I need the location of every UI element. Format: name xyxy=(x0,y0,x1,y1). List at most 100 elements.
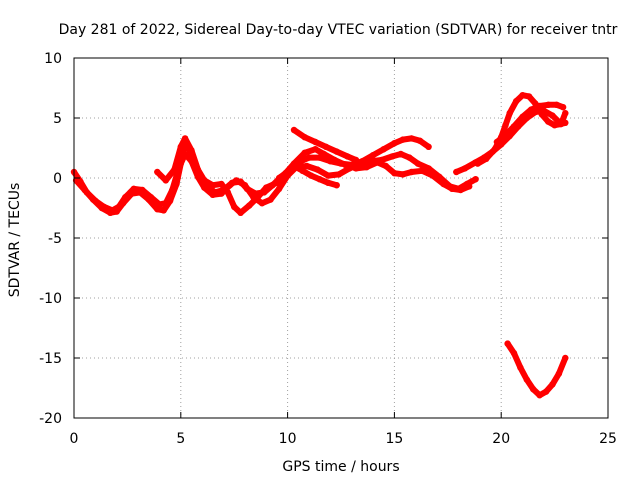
data-point xyxy=(551,122,558,129)
data-point xyxy=(549,381,556,388)
data-point xyxy=(525,93,533,100)
data-point xyxy=(312,146,319,153)
data-point xyxy=(457,186,464,194)
data-point xyxy=(408,168,415,176)
data-point xyxy=(406,154,413,161)
x-tick-label: 15 xyxy=(385,431,403,447)
x-tick-label: 20 xyxy=(492,431,510,447)
data-point xyxy=(194,166,202,173)
data-point xyxy=(307,172,315,179)
y-tick-label: -15 xyxy=(39,351,62,367)
data-point xyxy=(472,176,479,183)
data-point xyxy=(453,168,460,176)
data-point xyxy=(258,200,266,207)
y-tick-label: -5 xyxy=(48,231,62,247)
x-tick-label: 5 xyxy=(176,431,185,447)
data-point xyxy=(224,189,231,196)
data-point xyxy=(218,190,225,197)
data-point xyxy=(325,172,332,179)
data-point xyxy=(263,184,270,191)
data-series xyxy=(70,92,569,399)
data-point xyxy=(181,135,189,142)
data-point xyxy=(491,146,498,153)
data-point xyxy=(267,196,274,203)
data-point xyxy=(181,150,189,158)
data-point xyxy=(352,165,360,172)
data-point xyxy=(461,165,469,172)
x-axis-label: GPS time / hours xyxy=(282,459,399,475)
data-point xyxy=(162,177,169,184)
data-point xyxy=(408,135,415,142)
data-point xyxy=(374,159,381,166)
data-point xyxy=(154,168,161,176)
data-point xyxy=(333,182,340,189)
chart-title: Day 281 of 2022, Sidereal Day-to-day VTE… xyxy=(59,22,618,38)
data-point xyxy=(218,180,225,188)
data-point xyxy=(303,162,310,170)
data-point xyxy=(502,122,509,129)
data-point xyxy=(523,376,530,383)
y-tick-label: 0 xyxy=(53,171,62,187)
data-point xyxy=(419,167,426,174)
data-point xyxy=(504,340,511,347)
data-point xyxy=(369,152,377,159)
data-point xyxy=(352,156,360,164)
data-point xyxy=(519,92,526,99)
data-point xyxy=(119,200,127,207)
data-point xyxy=(519,113,526,121)
data-point xyxy=(510,350,518,357)
data-point xyxy=(331,156,338,164)
data-point xyxy=(305,154,313,161)
data-point xyxy=(90,196,97,203)
data-point xyxy=(231,203,238,210)
data-point xyxy=(559,104,567,111)
data-point xyxy=(545,101,552,109)
y-tick-label: -10 xyxy=(39,291,62,307)
data-point xyxy=(209,191,216,198)
y-axis-label: SDTVAR / TECUs xyxy=(7,183,23,298)
data-point xyxy=(333,148,340,155)
data-point xyxy=(493,138,501,146)
series-track-i xyxy=(504,340,569,399)
data-point xyxy=(284,168,291,176)
data-point xyxy=(316,176,323,183)
data-point xyxy=(177,143,184,150)
data-point xyxy=(440,180,447,188)
data-point xyxy=(209,182,216,189)
data-point xyxy=(536,392,543,399)
data-point xyxy=(527,106,535,113)
y-tick-label: -20 xyxy=(39,411,62,427)
data-point xyxy=(81,186,88,194)
data-point xyxy=(425,143,432,150)
data-point xyxy=(233,177,240,184)
data-point xyxy=(166,197,174,204)
data-point xyxy=(188,147,195,154)
data-point xyxy=(246,202,253,209)
data-point xyxy=(335,171,343,178)
data-point xyxy=(389,153,396,160)
data-point xyxy=(474,160,481,167)
data-point xyxy=(316,154,323,161)
data-point xyxy=(502,131,509,138)
data-point xyxy=(549,112,556,119)
data-point xyxy=(299,167,306,174)
data-point xyxy=(312,138,319,146)
data-point xyxy=(201,177,208,184)
data-point xyxy=(241,182,249,189)
x-tick-label: 25 xyxy=(599,431,617,447)
data-point xyxy=(322,143,330,150)
data-point xyxy=(201,184,208,191)
data-point xyxy=(314,166,321,173)
data-point xyxy=(429,172,436,179)
data-point xyxy=(562,110,569,117)
y-tick-label: 10 xyxy=(44,51,62,67)
data-point xyxy=(391,170,398,177)
data-point xyxy=(448,185,456,192)
data-point xyxy=(557,120,565,128)
data-point xyxy=(530,386,537,393)
data-point xyxy=(363,164,370,171)
data-point xyxy=(536,102,543,110)
data-point xyxy=(517,364,524,371)
data-point xyxy=(128,190,135,197)
